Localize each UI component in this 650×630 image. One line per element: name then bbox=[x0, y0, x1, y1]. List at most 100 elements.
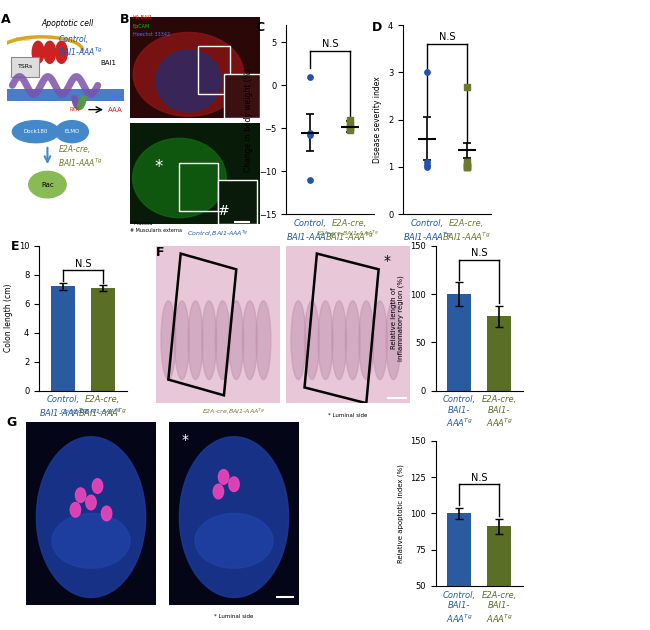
FancyBboxPatch shape bbox=[156, 246, 280, 403]
Text: RKR: RKR bbox=[70, 107, 79, 112]
Ellipse shape bbox=[133, 139, 226, 218]
Text: PtdSer: PtdSer bbox=[16, 37, 32, 42]
Text: N.S: N.S bbox=[471, 473, 488, 483]
Text: E2A-cre,: E2A-cre, bbox=[58, 145, 91, 154]
Text: BAI1-AAA$^{Tg}$: BAI1-AAA$^{Tg}$ bbox=[58, 156, 103, 169]
Point bbox=[422, 158, 432, 168]
Text: B: B bbox=[120, 13, 129, 26]
Point bbox=[344, 119, 355, 129]
Ellipse shape bbox=[332, 301, 346, 379]
Text: TSRs: TSRs bbox=[18, 64, 33, 69]
Ellipse shape bbox=[242, 301, 257, 379]
Text: D: D bbox=[372, 21, 383, 35]
Text: C: C bbox=[255, 21, 265, 35]
Ellipse shape bbox=[133, 33, 244, 117]
Ellipse shape bbox=[372, 301, 387, 379]
Text: #: # bbox=[218, 204, 229, 218]
Text: Hoechst 33342: Hoechst 33342 bbox=[133, 33, 170, 37]
Point bbox=[462, 162, 472, 172]
FancyBboxPatch shape bbox=[130, 17, 260, 118]
Text: AAA: AAA bbox=[109, 106, 123, 113]
FancyBboxPatch shape bbox=[26, 422, 156, 605]
Point bbox=[305, 127, 315, 137]
FancyBboxPatch shape bbox=[224, 74, 260, 118]
Text: ELMO: ELMO bbox=[64, 129, 80, 134]
Text: G: G bbox=[6, 416, 17, 429]
Point bbox=[344, 122, 355, 132]
Text: N.S: N.S bbox=[322, 39, 338, 49]
Text: A: A bbox=[1, 13, 10, 26]
Circle shape bbox=[86, 495, 96, 510]
Text: F: F bbox=[156, 246, 164, 259]
Point bbox=[305, 72, 315, 82]
Point bbox=[344, 125, 355, 135]
Point bbox=[462, 159, 472, 169]
Point bbox=[305, 130, 315, 140]
FancyBboxPatch shape bbox=[169, 422, 299, 605]
Point bbox=[422, 67, 432, 77]
Circle shape bbox=[229, 477, 239, 491]
Ellipse shape bbox=[56, 121, 88, 143]
Wedge shape bbox=[75, 96, 86, 110]
Circle shape bbox=[213, 484, 224, 499]
Point bbox=[422, 159, 432, 169]
Circle shape bbox=[75, 488, 86, 503]
Text: N.S: N.S bbox=[439, 32, 455, 42]
Circle shape bbox=[56, 42, 68, 63]
Y-axis label: Relative length of
inflammatory region (%): Relative length of inflammatory region (… bbox=[391, 275, 404, 361]
Bar bbox=[91, 288, 115, 391]
Ellipse shape bbox=[291, 301, 305, 379]
Circle shape bbox=[101, 506, 112, 521]
Polygon shape bbox=[179, 437, 289, 597]
Ellipse shape bbox=[29, 171, 66, 198]
Text: HA-BAI1: HA-BAI1 bbox=[133, 15, 153, 20]
Text: EpCAM: EpCAM bbox=[133, 23, 150, 28]
Ellipse shape bbox=[188, 301, 203, 379]
Bar bbox=[447, 513, 471, 630]
Circle shape bbox=[32, 42, 44, 63]
Point bbox=[305, 175, 315, 185]
Text: *: * bbox=[384, 253, 391, 268]
Circle shape bbox=[92, 479, 103, 493]
Ellipse shape bbox=[12, 121, 59, 143]
FancyBboxPatch shape bbox=[11, 57, 39, 77]
Bar bbox=[179, 163, 218, 211]
Ellipse shape bbox=[215, 301, 230, 379]
Bar bbox=[51, 286, 75, 391]
Text: * Luminal side: * Luminal side bbox=[214, 614, 254, 619]
Ellipse shape bbox=[386, 301, 401, 379]
Y-axis label: Relative apoptotic index (%): Relative apoptotic index (%) bbox=[398, 464, 404, 563]
Ellipse shape bbox=[195, 513, 273, 568]
Wedge shape bbox=[72, 96, 78, 108]
Point bbox=[422, 162, 432, 172]
Text: E2A-cre,BAI1-AAA$^{Tg}$: E2A-cre,BAI1-AAA$^{Tg}$ bbox=[316, 229, 380, 239]
Text: * Luminal side: * Luminal side bbox=[328, 413, 367, 418]
FancyBboxPatch shape bbox=[286, 246, 410, 403]
Point bbox=[462, 158, 472, 168]
Text: E2A-cre,BAI1-AAA$^{Tg}$: E2A-cre,BAI1-AAA$^{Tg}$ bbox=[202, 406, 266, 416]
Y-axis label: Disease severity index: Disease severity index bbox=[373, 76, 382, 163]
FancyBboxPatch shape bbox=[218, 180, 257, 224]
Text: Dock180: Dock180 bbox=[23, 129, 48, 134]
Circle shape bbox=[70, 503, 81, 517]
Ellipse shape bbox=[202, 301, 216, 379]
Text: BAI1-AAA$^{Tg}$: BAI1-AAA$^{Tg}$ bbox=[58, 46, 103, 59]
Text: N.S: N.S bbox=[471, 248, 488, 258]
Y-axis label: Change in body weight (%): Change in body weight (%) bbox=[244, 68, 254, 171]
Text: BAI1: BAI1 bbox=[100, 60, 116, 66]
Ellipse shape bbox=[345, 301, 360, 379]
Point bbox=[462, 162, 472, 172]
Point bbox=[344, 115, 355, 125]
Ellipse shape bbox=[318, 301, 333, 379]
FancyBboxPatch shape bbox=[6, 89, 124, 101]
Text: E: E bbox=[11, 240, 20, 253]
Y-axis label: Colon length (cm): Colon length (cm) bbox=[4, 284, 13, 352]
Text: Control,BAI1-AAA$^{Tg}$: Control,BAI1-AAA$^{Tg}$ bbox=[187, 229, 248, 239]
Text: N.S: N.S bbox=[75, 259, 91, 269]
Text: # Muscularis externa: # Muscularis externa bbox=[130, 228, 182, 233]
Point bbox=[462, 162, 472, 172]
Text: Control,: Control, bbox=[58, 35, 88, 43]
Ellipse shape bbox=[156, 50, 221, 112]
Text: *: * bbox=[181, 433, 188, 447]
Ellipse shape bbox=[359, 301, 374, 379]
